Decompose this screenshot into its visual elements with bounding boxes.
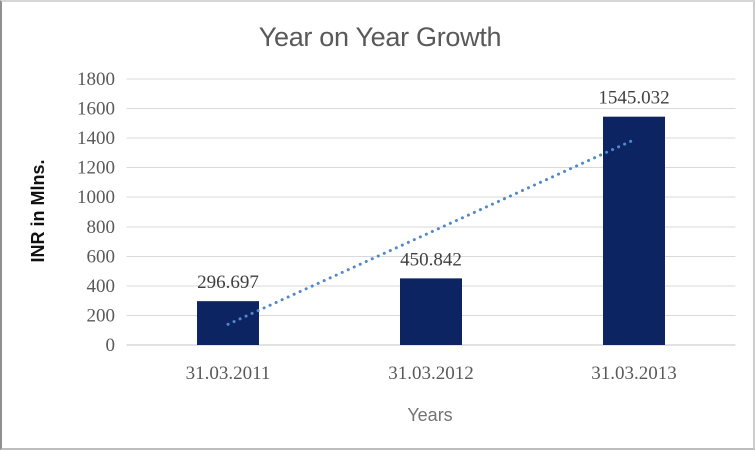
- x-axis-title: Years: [407, 405, 452, 425]
- chart-title: Year on Year Growth: [259, 22, 501, 52]
- y-tick-label: 1000: [77, 187, 115, 208]
- y-tick-label: 1600: [77, 99, 115, 120]
- x-tick-label: 31.03.2011: [186, 363, 271, 384]
- x-tick-label: 31.03.2013: [591, 363, 677, 384]
- y-tick-label: 800: [87, 217, 116, 238]
- y-tick-label: 600: [87, 246, 116, 267]
- y-tick-label: 400: [87, 276, 116, 297]
- y-tick-label: 200: [87, 305, 116, 326]
- data-label: 450.842: [400, 249, 462, 270]
- y-axis-title: INR in Mlns.: [28, 160, 48, 263]
- y-tick-label: 0: [106, 335, 116, 356]
- labels-group: 296.697 31.03.2011 450.842 31.03.2012 1545.0…: [186, 88, 677, 384]
- y-tick-label: 1400: [77, 128, 115, 149]
- bars-group: [197, 116, 665, 345]
- data-label: 1545.032: [598, 88, 669, 109]
- trendline-group: [226, 138, 636, 326]
- y-tick-label: 1200: [77, 158, 115, 179]
- y-tick-label: 1800: [77, 69, 115, 90]
- bar-31.03.2013[interactable]: [603, 116, 665, 345]
- data-label: 296.697: [197, 272, 259, 293]
- trendline[interactable]: [226, 138, 636, 326]
- x-tick-label: 31.03.2012: [388, 363, 474, 384]
- bar-31.03.2012[interactable]: [400, 278, 462, 345]
